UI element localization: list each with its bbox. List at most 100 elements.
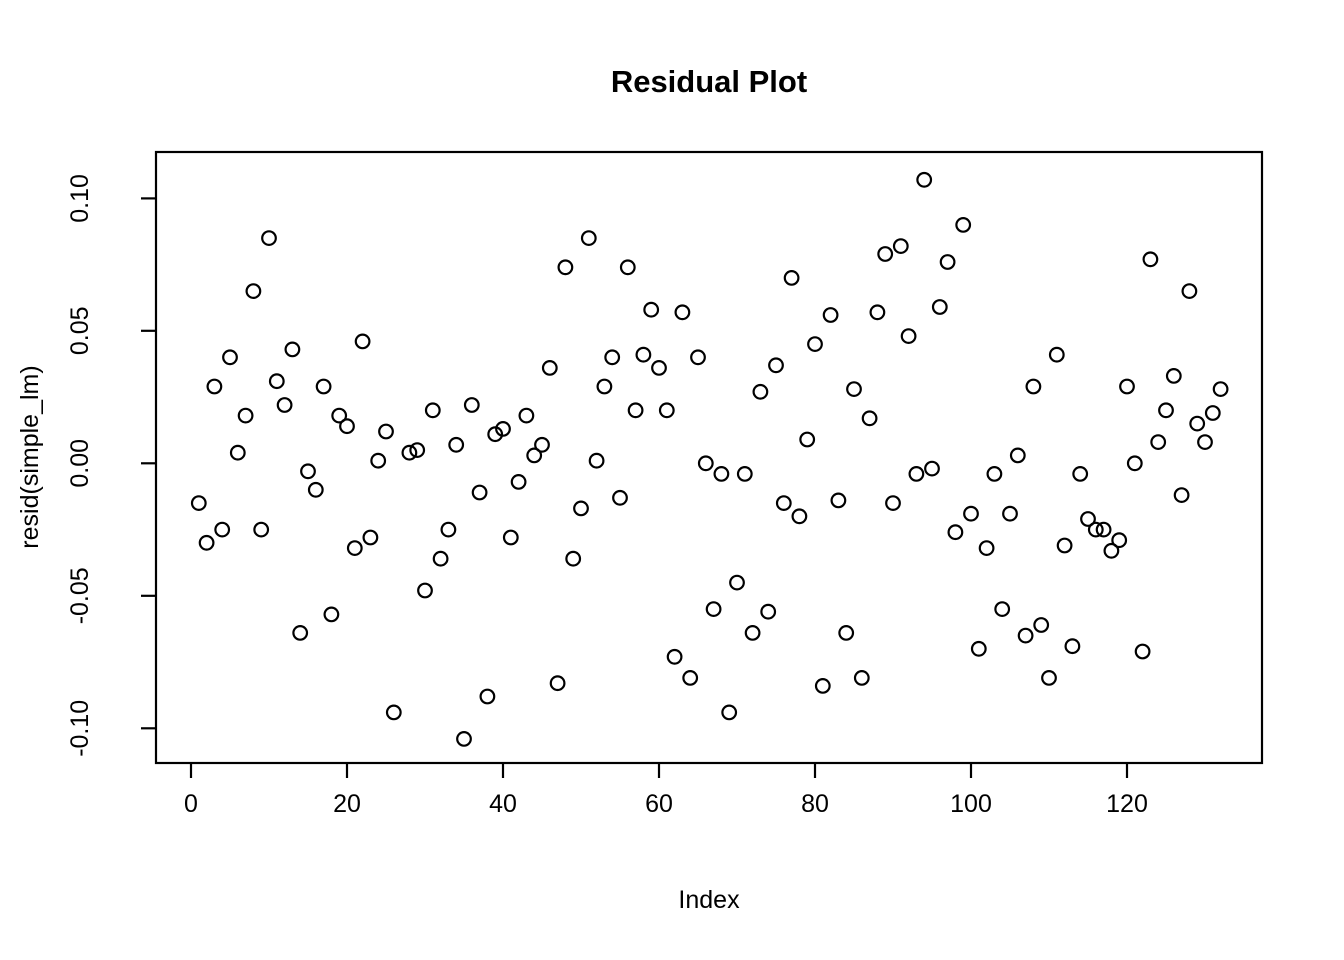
data-point (1181, 283, 1198, 300)
data-point (292, 625, 309, 641)
data-point (214, 521, 231, 538)
data-point (736, 466, 753, 482)
data-point (1017, 627, 1034, 644)
data-point (1212, 381, 1229, 398)
data-point (354, 333, 371, 350)
data-point (643, 301, 660, 318)
x-axis-tick-label: 60 (645, 790, 673, 818)
data-point (1134, 643, 1151, 660)
data-point (463, 397, 480, 413)
data-point (1048, 346, 1065, 363)
data-point (877, 246, 894, 262)
data-point (1025, 378, 1042, 395)
data-point (409, 442, 426, 459)
data-point (1158, 402, 1174, 419)
data-point (963, 505, 979, 522)
data-point (775, 495, 792, 512)
data-point (627, 402, 644, 419)
data-point (768, 357, 784, 374)
data-point (658, 402, 675, 419)
data-point (190, 495, 207, 512)
data-point (721, 704, 738, 721)
data-point (666, 648, 683, 665)
data-point (908, 466, 925, 482)
y-axis-tick-label: 0.10 (66, 174, 94, 223)
data-point (955, 216, 972, 233)
data-point (791, 508, 808, 525)
data-point (206, 378, 223, 395)
data-point (479, 688, 496, 705)
data-point (339, 418, 355, 435)
data-point (495, 421, 511, 437)
data-point (705, 601, 722, 617)
data-point (1173, 487, 1190, 504)
y-axis-label: resid(simple_lm) (16, 365, 44, 548)
data-point (456, 731, 472, 747)
x-axis-label: Index (678, 886, 740, 914)
data-point (916, 171, 933, 188)
data-point (752, 383, 769, 400)
data-point (713, 466, 730, 482)
data-point (229, 444, 246, 461)
data-point (401, 444, 418, 461)
data-point (1087, 521, 1104, 538)
data-point (1126, 455, 1143, 472)
data-point (424, 402, 441, 419)
data-point (417, 582, 433, 599)
y-axis-tick-label: 0.05 (66, 306, 94, 355)
data-point (1111, 532, 1128, 549)
data-point (448, 436, 465, 453)
data-point (1204, 405, 1221, 421)
data-point (760, 603, 777, 620)
y-axis-tick-label: -0.05 (66, 567, 94, 624)
data-point (986, 466, 1003, 482)
data-point (635, 346, 652, 363)
data-point (534, 436, 550, 453)
data-point (978, 540, 995, 556)
x-axis-tick-label: 20 (333, 790, 361, 818)
plot-title: Residual Plot (611, 64, 807, 99)
data-point (541, 360, 558, 376)
data-point (1197, 434, 1213, 451)
data-point (1041, 670, 1057, 686)
y-axis-tick-label: -0.10 (66, 700, 94, 757)
data-point (596, 378, 613, 395)
x-axis-tick-label: 80 (801, 790, 829, 818)
data-point (1095, 521, 1112, 538)
data-point (931, 299, 948, 315)
data-point (814, 678, 831, 694)
data-point (970, 640, 987, 657)
data-point (744, 625, 761, 641)
data-point (300, 463, 316, 480)
data-point (1064, 638, 1081, 655)
data-point (861, 410, 878, 427)
data-point (885, 495, 901, 512)
data-point (526, 447, 543, 464)
data-point (1080, 511, 1096, 527)
data-point (315, 378, 332, 395)
data-point (651, 360, 667, 376)
data-point (1002, 505, 1018, 522)
data-point (276, 397, 293, 413)
data-point (697, 455, 714, 472)
data-point (612, 489, 628, 506)
data-point (222, 349, 238, 366)
data-point (237, 407, 254, 424)
data-point (1072, 466, 1089, 482)
data-point (440, 521, 457, 538)
data-point (783, 270, 800, 286)
data-point (323, 606, 340, 623)
data-point (565, 550, 582, 567)
data-point (331, 407, 348, 424)
data-point (947, 524, 964, 541)
data-point (807, 336, 823, 353)
data-point (900, 328, 917, 345)
data-point (846, 381, 862, 398)
data-point (924, 460, 940, 477)
data-point (580, 230, 597, 247)
x-axis-tick-label: 100 (950, 790, 992, 818)
data-point (838, 625, 855, 641)
data-point (549, 675, 566, 692)
